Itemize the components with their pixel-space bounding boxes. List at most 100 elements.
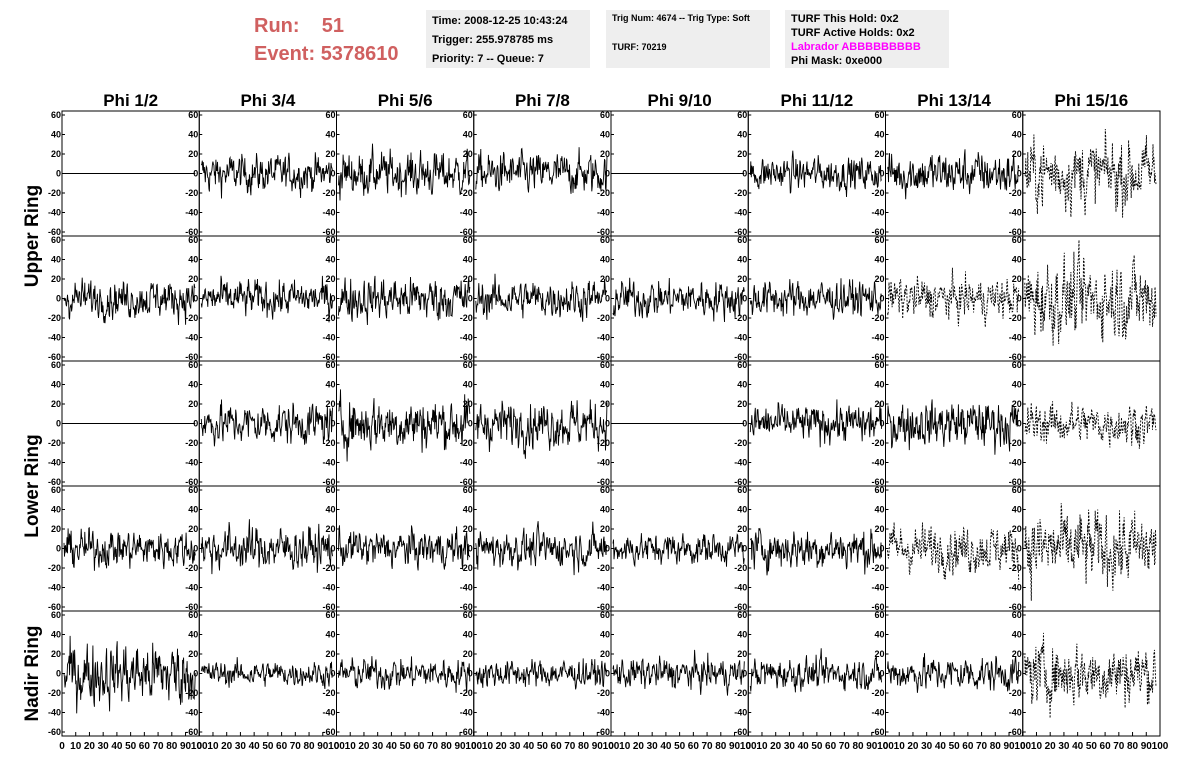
time-text: Time: 2008-12-25 10:43:24 (432, 15, 568, 27)
y-tick-label: 0 (193, 544, 198, 554)
turf-this-hold-text: TURF This Hold: 0x2 (791, 13, 899, 25)
y-tick-label: 60 (1012, 110, 1022, 120)
waveform-trace (612, 649, 745, 696)
x-tick-label: 100 (465, 741, 482, 752)
x-tick-label: 40 (1072, 741, 1084, 752)
column-header: Phi 15/16 (1055, 91, 1129, 110)
waveform-trace (612, 277, 745, 323)
y-tick-label: 20 (600, 524, 610, 534)
y-tick-label: -40 (185, 583, 198, 593)
y-tick-label: -20 (1009, 688, 1022, 698)
waveform-trace (1024, 128, 1157, 218)
y-tick-label: 60 (600, 110, 610, 120)
x-tick-label: 10 (70, 741, 82, 752)
y-tick-label: -40 (460, 458, 473, 468)
y-tick-label: 60 (51, 110, 61, 120)
y-tick-label: 40 (600, 255, 610, 265)
y-tick-label: -40 (597, 458, 610, 468)
y-tick-label: -40 (734, 458, 747, 468)
y-tick-label: -20 (871, 563, 884, 573)
y-tick-label: 60 (51, 485, 61, 495)
y-tick-label: 40 (188, 505, 198, 515)
y-tick-label: 20 (463, 399, 473, 409)
y-tick-label: 40 (188, 630, 198, 640)
time-info-box: Time: 2008-12-25 10:43:24 Trigger: 255.9… (426, 10, 590, 68)
column-header: Phi 13/14 (917, 91, 991, 110)
y-tick-label: 60 (1012, 360, 1022, 370)
x-tick-label: 30 (1058, 741, 1070, 752)
y-tick-label: 40 (1012, 505, 1022, 515)
y-tick-label: -40 (597, 333, 610, 343)
y-tick-label: -40 (48, 583, 61, 593)
waveform-trace (887, 149, 1020, 200)
y-tick-label: -20 (185, 688, 198, 698)
x-tick-label: 50 (400, 741, 412, 752)
x-tick-label: 0 (1020, 741, 1026, 752)
y-tick-label: -60 (460, 352, 473, 362)
y-tick-label: -20 (460, 438, 473, 448)
x-tick-label: 10 (756, 741, 768, 752)
y-tick-label: -40 (871, 208, 884, 218)
x-tick-label: 80 (990, 741, 1002, 752)
y-tick-label: -40 (1009, 583, 1022, 593)
y-tick-label: -40 (460, 333, 473, 343)
y-tick-label: 60 (51, 610, 61, 620)
x-tick-label: 20 (1045, 741, 1057, 752)
phi-mask-text: Phi Mask: 0xe000 (791, 55, 883, 67)
y-tick-label: -40 (185, 208, 198, 218)
waveform-trace (338, 389, 471, 462)
y-tick-label: -20 (597, 688, 610, 698)
x-tick-label: 30 (509, 741, 521, 752)
y-tick-label: 60 (463, 610, 473, 620)
y-tick-label: -60 (48, 727, 61, 737)
y-tick-label: -20 (460, 188, 473, 198)
y-tick-label: -40 (1009, 458, 1022, 468)
y-tick-label: -40 (734, 208, 747, 218)
x-tick-label: 20 (221, 741, 233, 752)
y-tick-label: 40 (51, 630, 61, 640)
y-tick-label: -20 (734, 188, 747, 198)
x-tick-label: 70 (702, 741, 714, 752)
y-tick-label: 40 (325, 380, 335, 390)
y-tick-label: -60 (1009, 477, 1022, 487)
x-tick-label: 100 (1014, 741, 1031, 752)
y-tick-label: -20 (597, 438, 610, 448)
x-tick-label: 20 (358, 741, 370, 752)
column-header: Phi 5/6 (378, 91, 433, 110)
y-tick-label: -20 (734, 563, 747, 573)
y-tick-label: -40 (185, 458, 198, 468)
x-tick-label: 90 (592, 741, 604, 752)
y-tick-label: 20 (1012, 274, 1022, 284)
y-tick-label: 60 (737, 110, 747, 120)
y-tick-label: -40 (1009, 208, 1022, 218)
y-tick-label: 40 (1012, 630, 1022, 640)
x-tick-label: 80 (441, 741, 453, 752)
y-tick-label: 40 (325, 505, 335, 515)
waveform-trace (1024, 503, 1157, 601)
y-tick-label: -60 (48, 227, 61, 237)
y-tick-label: 60 (325, 485, 335, 495)
x-tick-label: 60 (551, 741, 563, 752)
y-tick-label: 0 (468, 669, 473, 679)
x-tick-label: 30 (647, 741, 659, 752)
waveform-trace (63, 635, 196, 714)
y-tick-label: 40 (51, 130, 61, 140)
y-tick-label: 40 (325, 255, 335, 265)
y-tick-label: 60 (1012, 235, 1022, 245)
y-tick-label: 60 (325, 235, 335, 245)
y-tick-label: 60 (874, 485, 884, 495)
waveform-trace (612, 533, 745, 568)
column-header: Phi 7/8 (515, 91, 570, 110)
turf-text: TURF: 70219 (612, 42, 667, 52)
y-tick-label: 20 (737, 649, 747, 659)
x-tick-label: 70 (839, 741, 851, 752)
y-tick-label: 20 (737, 274, 747, 284)
waveform-trace (1024, 401, 1157, 449)
y-tick-label: 20 (463, 524, 473, 534)
y-tick-label: 20 (737, 149, 747, 159)
x-tick-label: 40 (798, 741, 810, 752)
y-tick-label: -20 (871, 188, 884, 198)
x-tick-label: 90 (454, 741, 466, 752)
y-tick-label: -60 (1009, 727, 1022, 737)
x-tick-label: 100 (877, 741, 894, 752)
